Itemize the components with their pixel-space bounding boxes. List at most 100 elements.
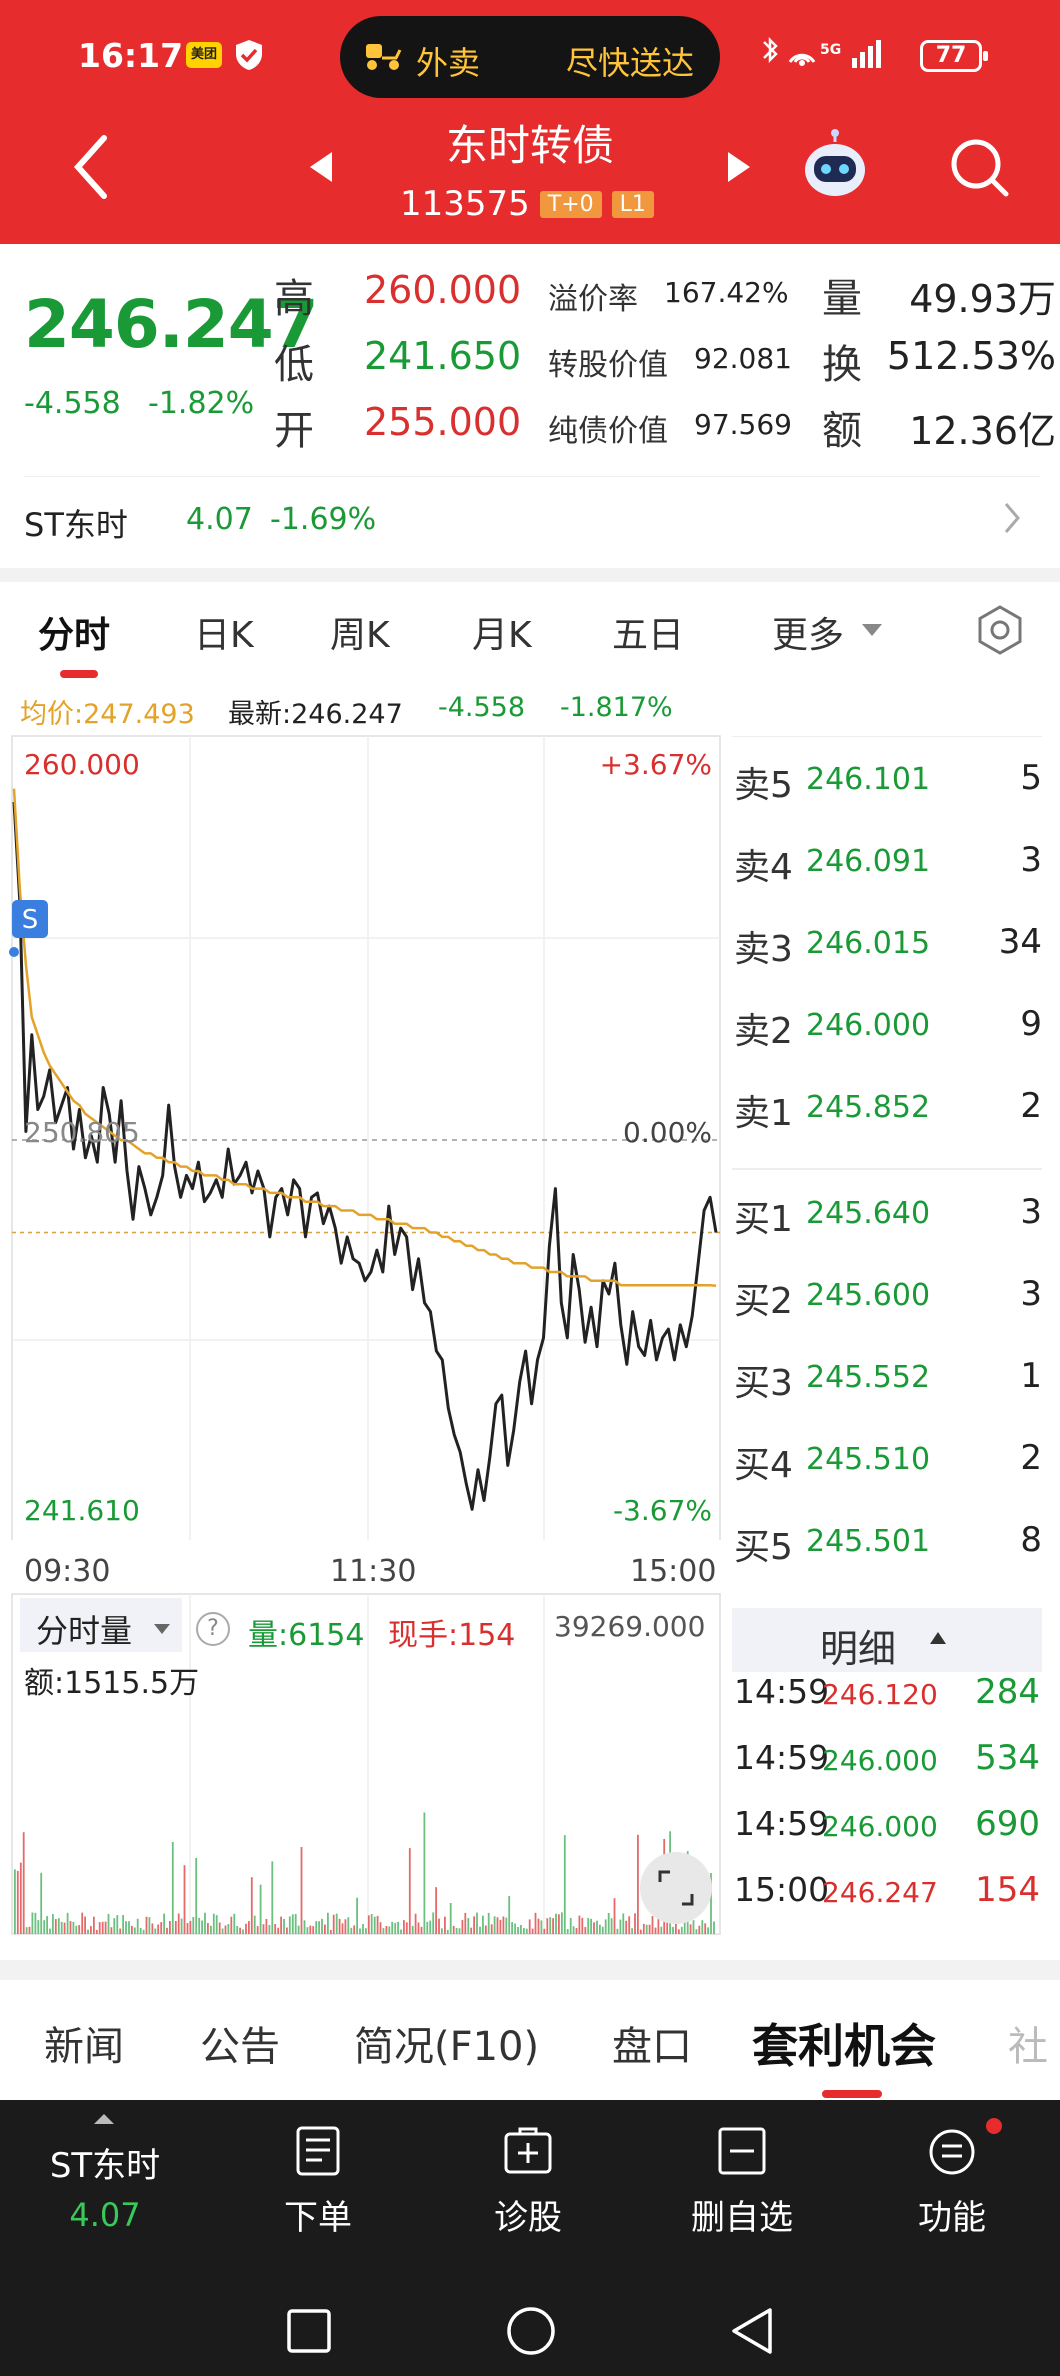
underlying-stock-row[interactable] xyxy=(24,476,1040,566)
expand-button[interactable] xyxy=(640,1852,712,1924)
bid-price[interactable]: 245.510 xyxy=(806,1442,931,1477)
bid-price[interactable]: 245.552 xyxy=(806,1360,931,1395)
bid-qty: 3 xyxy=(1020,1274,1042,1314)
next-stock-icon[interactable] xyxy=(728,152,750,182)
bid-price[interactable]: 245.640 xyxy=(806,1196,931,1231)
volume-bar xyxy=(133,1927,136,1934)
volume-bar xyxy=(177,1913,180,1934)
volume-bar xyxy=(22,1832,25,1934)
order-form-icon xyxy=(296,2126,340,2176)
volume-bar xyxy=(271,1861,274,1934)
tab-community[interactable]: 社 xyxy=(1008,2024,1048,2070)
current-hand-info: 现手:154 xyxy=(388,1618,516,1653)
divider xyxy=(0,1960,1060,1980)
tab-daily[interactable]: 日K xyxy=(194,615,254,656)
volume-bar xyxy=(142,1929,145,1934)
nav-back-icon[interactable] xyxy=(728,2306,776,2356)
tab-more[interactable]: 更多 xyxy=(772,615,845,656)
volume-bar xyxy=(572,1926,575,1934)
volume-bar xyxy=(508,1896,511,1934)
tab-intraday[interactable]: 分时 xyxy=(38,615,111,656)
back-arrow-icon[interactable] xyxy=(68,132,118,202)
ask-price[interactable]: 246.000 xyxy=(806,1008,931,1043)
volume-bar xyxy=(75,1925,78,1934)
bid-price[interactable]: 245.600 xyxy=(806,1278,931,1313)
premium-label: 溢价率 xyxy=(548,282,638,317)
bottom-stock-price: 4.07 xyxy=(69,2196,141,2234)
volume-bar xyxy=(215,1915,218,1934)
volume-bar xyxy=(704,1923,707,1934)
search-icon[interactable] xyxy=(944,132,1014,202)
ask-price[interactable]: 246.091 xyxy=(806,844,931,879)
functions-button[interactable]: 功能 xyxy=(918,2198,986,2238)
tab-five-day[interactable]: 五日 xyxy=(612,615,685,656)
ask-price[interactable]: 245.852 xyxy=(806,1090,931,1125)
volume-bar xyxy=(148,1917,151,1934)
caret-down-icon[interactable] xyxy=(152,1622,172,1636)
volume-bar xyxy=(379,1922,382,1934)
recent-apps-icon[interactable] xyxy=(286,2308,332,2354)
volume-bar xyxy=(382,1928,385,1934)
amount-info: 额:1515.5万 xyxy=(24,1666,200,1701)
ask-price[interactable]: 246.015 xyxy=(806,926,931,961)
caret-up-icon[interactable] xyxy=(930,1632,946,1644)
volume-bar xyxy=(455,1927,458,1934)
battery-icon: 77 xyxy=(920,40,988,72)
intraday-chart[interactable]: S 260.000 250.805 241.610 +3.67% 0.00% -… xyxy=(0,730,730,1540)
tab-profile[interactable]: 简况(F10) xyxy=(354,2024,540,2070)
volume-bar xyxy=(84,1916,86,1934)
volume-bar xyxy=(581,1917,584,1934)
bid-price[interactable]: 245.501 xyxy=(806,1524,931,1559)
order-button[interactable]: 下单 xyxy=(284,2198,352,2238)
bid-qty: 1 xyxy=(1020,1356,1042,1396)
volume-bar xyxy=(461,1919,464,1934)
tag-t0: T+0 xyxy=(539,190,602,218)
status-time: 16:17 xyxy=(78,36,184,75)
volume-bar xyxy=(438,1918,440,1934)
caret-up-icon[interactable] xyxy=(92,2112,116,2126)
home-icon[interactable] xyxy=(506,2306,556,2356)
volume-bar xyxy=(87,1929,89,1934)
tab-announcements[interactable]: 公告 xyxy=(200,2024,280,2070)
volume-bar xyxy=(707,1927,709,1934)
tab-news[interactable]: 新闻 xyxy=(44,2024,124,2070)
volume-bar xyxy=(34,1912,37,1934)
volume-bar xyxy=(680,1926,683,1934)
chevron-right-icon[interactable] xyxy=(1002,500,1022,536)
tab-monthly[interactable]: 月K xyxy=(472,615,532,656)
robot-assistant-icon[interactable] xyxy=(800,128,870,200)
volume-bar xyxy=(233,1913,236,1934)
volume-bar xyxy=(291,1914,294,1934)
tab-weekly[interactable]: 周K xyxy=(330,615,390,656)
volume-bar xyxy=(563,1835,566,1934)
volume-bar xyxy=(239,1927,241,1934)
volume-bar xyxy=(286,1927,288,1934)
volume-bar xyxy=(531,1928,534,1934)
ask-qty: 5 xyxy=(1020,758,1042,798)
detail-price: 246.000 xyxy=(822,1744,938,1777)
delivery-pill[interactable] xyxy=(340,16,720,98)
remove-watchlist-button[interactable]: 删自选 xyxy=(691,2198,793,2238)
page-title: 东时转债 xyxy=(445,121,614,170)
tab-order-flow[interactable]: 盘口 xyxy=(612,2024,692,2070)
volume-bar xyxy=(332,1914,335,1934)
caret-down-icon[interactable] xyxy=(860,622,884,638)
details-header[interactable] xyxy=(732,1608,1042,1672)
volume-bar xyxy=(514,1923,516,1934)
diagnose-button[interactable]: 诊股 xyxy=(494,2198,562,2238)
volume-bar xyxy=(444,1916,446,1934)
help-icon[interactable]: ? xyxy=(196,1612,230,1646)
ask-qty: 34 xyxy=(998,922,1042,962)
tab-arbitrage[interactable]: 套利机会 xyxy=(752,2019,936,2073)
bottom-stock-name[interactable]: ST东时 xyxy=(49,2146,161,2186)
open-value: 255.000 xyxy=(364,400,522,444)
ask-price[interactable]: 246.101 xyxy=(806,762,931,797)
volume-bar xyxy=(689,1924,692,1934)
volume-max-label: 39269.000 xyxy=(554,1610,706,1643)
prev-stock-icon[interactable] xyxy=(310,152,332,182)
volume-bar xyxy=(19,1862,22,1934)
volume-bar xyxy=(397,1921,399,1934)
gear-icon[interactable] xyxy=(974,604,1026,656)
premium-value: 167.42% xyxy=(664,276,789,309)
detail-time: 15:00 xyxy=(734,1870,830,1909)
